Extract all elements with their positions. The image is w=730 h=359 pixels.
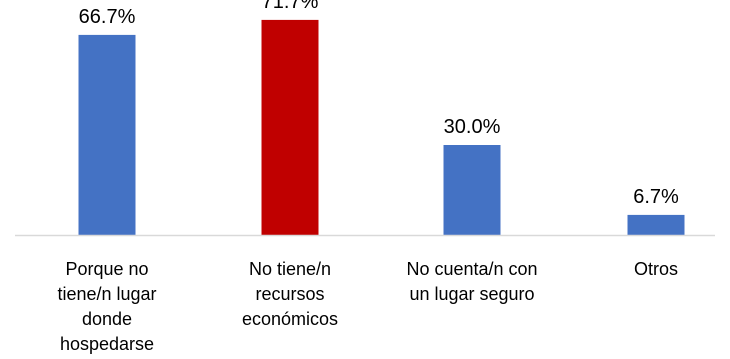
bar-2	[261, 19, 319, 236]
value-label-4: 6.7%	[633, 186, 679, 208]
category-label-4: Otros	[634, 259, 678, 279]
value-label-2: 71.7%	[262, 0, 319, 13]
category-label-1: Porque no tiene/n lugar donde hospedarse	[57, 259, 156, 354]
category-label-line: donde	[82, 309, 132, 329]
category-label-2: No tiene/n recursos económicos	[242, 259, 338, 329]
category-label-line: económicos	[242, 309, 338, 329]
category-label-line: No tiene/n	[249, 259, 331, 279]
category-label-line: recursos	[255, 284, 324, 304]
category-label-line: Otros	[634, 259, 678, 279]
bars-group	[78, 19, 685, 236]
category-label-line: hospedarse	[60, 334, 154, 354]
category-label-3: No cuenta/n con un lugar seguro	[406, 259, 537, 304]
category-label-line: No cuenta/n con	[406, 259, 537, 279]
category-labels-group: Porque no tiene/n lugar donde hospedarse No …	[57, 259, 678, 354]
bar-4	[627, 214, 685, 235]
bar-3	[443, 145, 501, 235]
bar-1	[78, 34, 136, 236]
value-label-3: 30.0%	[444, 116, 501, 138]
value-labels-group: 66.7% 71.7% 30.0% 6.7%	[79, 0, 679, 208]
category-label-line: tiene/n lugar	[57, 284, 156, 304]
category-label-line: Porque no	[65, 259, 148, 279]
category-label-line: un lugar seguro	[409, 284, 534, 304]
value-label-1: 66.7%	[79, 6, 136, 28]
